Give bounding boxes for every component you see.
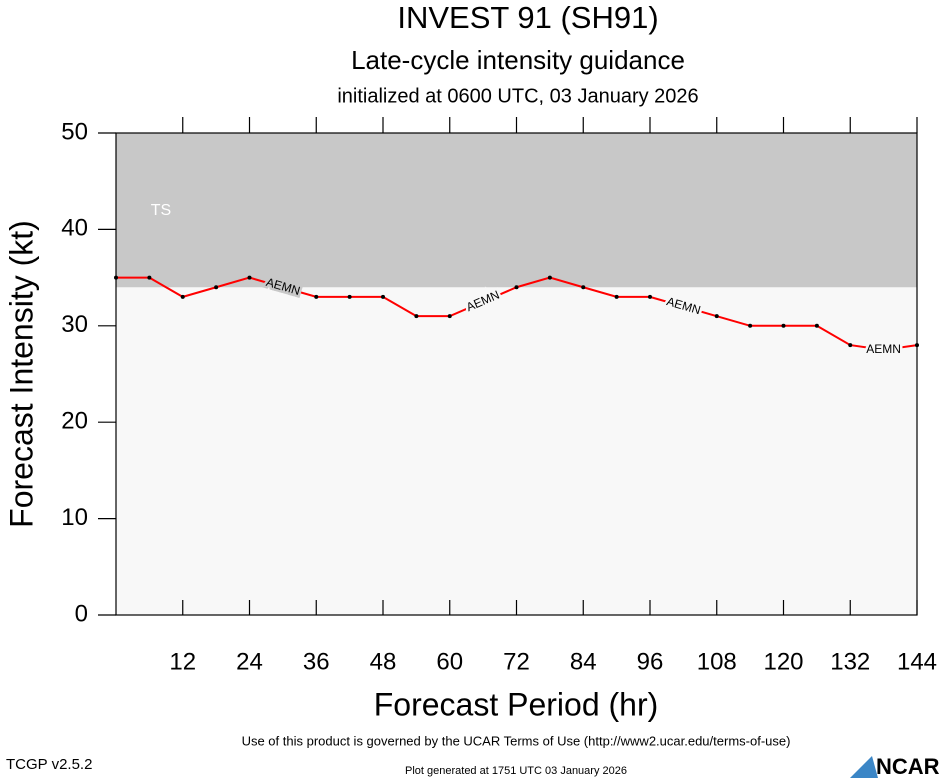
y-tick-label: 30 [61,311,88,338]
data-point [547,275,552,280]
data-point [147,275,152,280]
x-tick-label: 108 [697,648,737,675]
y-axis-label: Forecast Intensity (kt) [3,220,39,528]
x-tick-label: 132 [830,648,870,675]
data-point [314,294,319,299]
generated: Plot generated at 1751 UTC 03 January 20… [405,765,627,777]
footer: Use of this product is governed by the U… [242,733,791,748]
chart-title: INVEST 91 (SH91) [397,0,658,35]
y-tick-label: 0 [75,600,88,627]
data-point [180,294,185,299]
data-point [581,285,586,290]
data-point [381,294,385,299]
data-point [748,323,753,328]
data-point [848,343,853,348]
x-tick-label: 12 [169,648,196,675]
chart-subtitle: Late-cycle intensity guidance [351,45,685,75]
x-tick-label: 24 [236,648,263,675]
series-label: AEMN [866,342,901,356]
x-tick-label: 84 [570,648,597,675]
logo: NCAR [876,754,940,779]
x-tick-label: 60 [436,648,463,675]
data-point [347,294,352,299]
data-point [214,285,219,290]
data-point [114,275,118,280]
x-axis-label: Forecast Period (hr) [374,686,659,722]
logo-mark [850,756,878,778]
data-point [614,294,619,299]
init-time: initialized at 0600 UTC, 03 January 2026 [337,85,698,107]
data-point [247,275,252,280]
data-point [514,285,519,290]
x-tick-label: 36 [303,648,330,675]
shading-label: TS [151,202,171,219]
x-tick-label: 48 [370,648,397,675]
x-tick-label: 96 [637,648,664,675]
x-tick-label: 120 [763,648,803,675]
y-tick-label: 20 [61,408,88,435]
y-tick-label: 10 [61,504,88,531]
y-tick-label: 50 [61,118,88,145]
data-point [814,323,819,328]
x-tick-label: 144 [897,648,937,675]
data-point [781,323,786,328]
data-point [447,314,452,319]
version: TCGP v2.5.2 [6,756,92,773]
data-point [648,294,652,299]
data-point [714,314,719,319]
data-point [414,314,419,319]
y-tick-label: 40 [61,215,88,242]
shading-band [116,133,917,288]
x-tick-label: 72 [503,648,530,675]
data-point [915,343,919,348]
